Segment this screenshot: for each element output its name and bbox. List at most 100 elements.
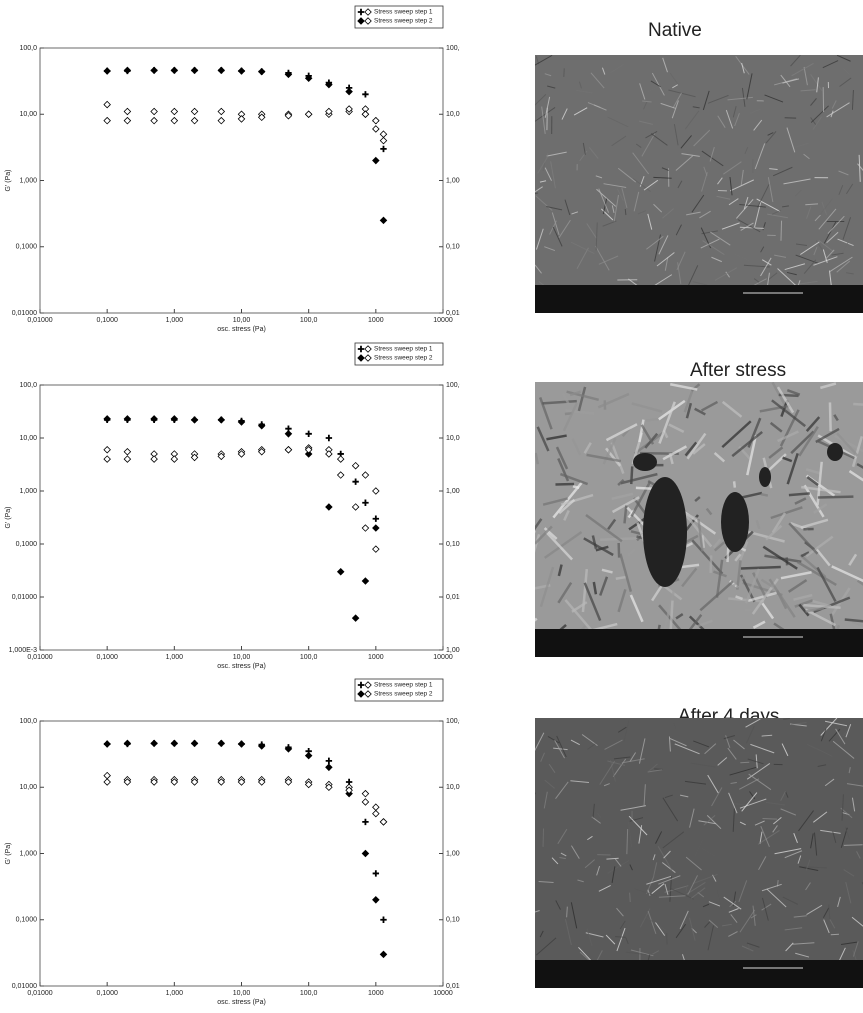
g-double-prime-point [151, 117, 157, 123]
g-double-prime-point [191, 117, 197, 123]
g-prime-point [380, 146, 386, 152]
info-bar [535, 960, 863, 988]
g-prime-point [346, 88, 352, 94]
g-double-prime-point [104, 117, 110, 123]
x-tick-label: 100,0 [300, 990, 318, 997]
g-double-prime-point [352, 463, 358, 469]
g-double-prime-point [171, 456, 177, 462]
y-tick-label: 10,00 [19, 784, 37, 791]
chart-1: 0,010000,10001,00010,00100,01000100000,0… [0, 0, 460, 340]
y-tick-label: 0,1000 [16, 541, 38, 548]
y2-tick-label: 1,000 [446, 850, 460, 857]
y-tick-label: 0,1000 [16, 917, 38, 924]
x-tick-label: 10000 [433, 317, 453, 324]
pore [721, 492, 749, 552]
texture [781, 221, 782, 241]
texture [711, 555, 712, 573]
y2-tick-label: 0,1000 [446, 244, 460, 251]
y-tick-label: 1,000 [19, 177, 37, 184]
pore [633, 453, 657, 471]
texture [818, 497, 854, 498]
y2-tick-label: 0,1000 [446, 917, 460, 924]
pore [643, 477, 687, 587]
x-axis-label: osc. stress (Pa) [217, 663, 266, 670]
g-prime-point [373, 897, 379, 903]
y-tick-label: 100,0 [19, 45, 37, 52]
g-prime-point [151, 67, 157, 73]
legend-label: Stress sweep step 1 [374, 346, 433, 353]
y-tick-label: 10,00 [19, 111, 37, 118]
texture [625, 505, 627, 523]
g-double-prime-point [373, 126, 379, 132]
g-prime-point [104, 741, 110, 747]
y-tick-label: 0,01000 [12, 594, 37, 601]
x-axis-label: osc. stress (Pa) [217, 326, 266, 333]
g-double-prime-point [171, 117, 177, 123]
g-prime-point [191, 417, 197, 423]
g-prime-point [362, 850, 368, 856]
g-double-prime-point [218, 108, 224, 114]
g-double-prime-point [104, 101, 110, 107]
texture [830, 402, 831, 431]
y2-tick-label: 10,00 [446, 435, 460, 442]
g-prime-point [352, 478, 358, 484]
y2-tick-label: 1,000 [446, 488, 460, 495]
g-prime-point [380, 951, 386, 957]
x-tick-label: 10,00 [233, 654, 251, 661]
g-prime-point [238, 68, 244, 74]
y-tick-label: 10,00 [19, 435, 37, 442]
y2-tick-label: 100,0 [446, 45, 460, 52]
g-prime-point [259, 423, 265, 429]
pore [759, 467, 771, 487]
x-tick-label: 10000 [433, 654, 453, 661]
y-tick-label: 0,01000 [12, 983, 37, 990]
x-tick-label: 0,01000 [27, 654, 52, 661]
g-double-prime-point [151, 108, 157, 114]
legend-label: Stress sweep step 2 [374, 691, 433, 698]
g-prime-point [352, 615, 358, 621]
texture [734, 481, 735, 487]
sem-image [535, 55, 863, 313]
x-tick-label: 1,000 [166, 317, 184, 324]
g-prime-point [362, 500, 368, 506]
y2-tick-label: 100,0 [446, 718, 460, 725]
g-prime-point [104, 68, 110, 74]
y-tick-label: 0,1000 [16, 244, 38, 251]
texture [853, 404, 863, 405]
g-double-prime-point [338, 456, 344, 462]
image-background [535, 55, 863, 313]
x-tick-label: 10,00 [233, 990, 251, 997]
y2-tick-label: 0,01000 [446, 310, 460, 317]
g-prime-point [238, 741, 244, 747]
g-double-prime-point [305, 111, 311, 117]
g-prime-point [171, 740, 177, 746]
g-double-prime-point [373, 546, 379, 552]
x-tick-label: 100,0 [300, 654, 318, 661]
chart-3: 0,010000,10001,00010,00100,01000100000,0… [0, 673, 460, 1013]
x-tick-label: 0,01000 [27, 317, 52, 324]
texture [783, 719, 790, 720]
texture [625, 209, 626, 215]
sem-image [535, 718, 863, 988]
g-prime-point [305, 752, 311, 758]
legend-label: Stress sweep step 1 [374, 682, 433, 689]
y2-tick-label: 1,000E-3 [446, 647, 460, 654]
x-tick-label: 0,1000 [96, 317, 118, 324]
page: {"chart_data": [ {"type": "scatter", "xl… [0, 0, 863, 1013]
g-prime-point [218, 67, 224, 73]
g-double-prime-point [380, 819, 386, 825]
sem-image [535, 382, 863, 657]
texture [831, 934, 839, 935]
g-double-prime-point [124, 108, 130, 114]
y-tick-label: 1,000E-3 [9, 647, 38, 654]
plot-frame [40, 48, 443, 313]
y-tick-label: 0,01000 [12, 310, 37, 317]
g-prime-point [218, 740, 224, 746]
g-double-prime-point [171, 108, 177, 114]
y2-tick-label: 100,0 [446, 382, 460, 389]
y-tick-label: 1,000 [19, 850, 37, 857]
caption: After stress [690, 360, 786, 382]
texture [740, 762, 749, 763]
texture [763, 818, 778, 819]
g-prime-point [151, 416, 157, 422]
